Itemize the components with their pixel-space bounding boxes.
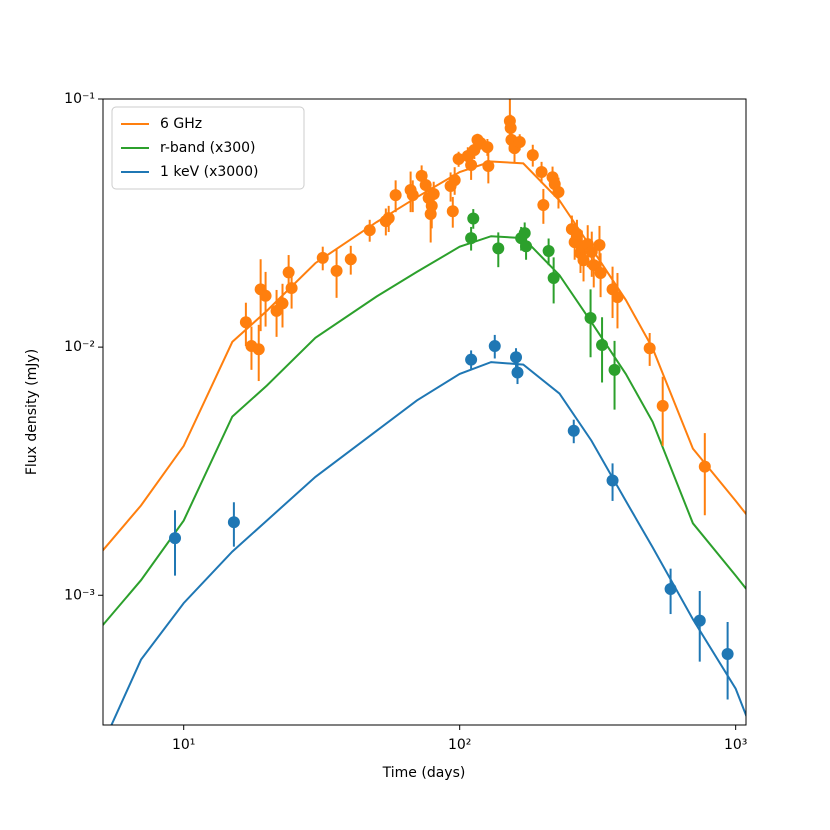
data-point	[593, 238, 606, 251]
legend-label: 1 keV (x3000)	[160, 164, 258, 180]
data-point	[584, 312, 597, 325]
data-point	[446, 205, 459, 218]
data-point	[721, 647, 734, 660]
data-point	[492, 242, 505, 255]
data-point	[552, 185, 565, 198]
data-point	[577, 254, 590, 267]
data-point	[259, 289, 272, 302]
data-point	[587, 259, 600, 272]
data-point	[389, 189, 402, 202]
data-point	[465, 159, 478, 172]
data-point	[344, 253, 357, 266]
data-point	[608, 363, 621, 376]
data-point	[693, 614, 706, 627]
model-line	[103, 235, 746, 627]
legend-label: r-band (x300)	[160, 140, 256, 156]
plot-area	[103, 99, 746, 725]
data-point	[406, 189, 419, 202]
x-tick-label: 10³	[724, 737, 747, 753]
y-tick-label: 10⁻³	[64, 587, 95, 603]
data-point	[611, 291, 624, 304]
data-point	[465, 232, 478, 245]
data-point	[452, 153, 465, 166]
data-point	[606, 474, 619, 487]
axes-frame	[102, 98, 747, 726]
data-point	[585, 245, 598, 258]
data-point	[698, 460, 711, 473]
data-point	[415, 169, 428, 182]
data-point	[276, 297, 289, 310]
model-line	[110, 361, 746, 725]
legend-box	[111, 106, 305, 190]
data-point	[239, 316, 252, 329]
data-point	[518, 227, 531, 240]
data-point	[488, 340, 501, 353]
data-point	[316, 251, 329, 264]
data-point	[282, 266, 295, 279]
data-point	[594, 266, 607, 279]
data-point	[425, 199, 438, 212]
data-point	[481, 141, 494, 154]
data-point	[330, 264, 343, 277]
data-point	[542, 245, 555, 258]
data-point	[363, 224, 376, 237]
data-point	[448, 174, 461, 187]
data-point	[427, 188, 440, 201]
data-point	[656, 399, 669, 412]
data-point	[482, 160, 495, 173]
data-point	[252, 343, 265, 356]
data-point	[467, 212, 480, 225]
x-tick-label: 10¹	[172, 737, 195, 753]
y-tick-label: 10⁻¹	[64, 91, 95, 107]
data-point	[535, 165, 548, 178]
data-point	[465, 353, 478, 366]
x-axis-label: Time (days)	[382, 765, 466, 781]
data-point	[419, 179, 432, 192]
data-point	[513, 135, 526, 148]
data-point	[382, 212, 395, 225]
data-point	[537, 198, 550, 211]
data-point	[169, 532, 182, 545]
y-tick-label: 10⁻²	[64, 339, 95, 355]
data-point	[510, 351, 523, 364]
data-point	[643, 342, 656, 355]
data-point	[547, 271, 560, 284]
data-point	[664, 582, 677, 595]
x-tick-label: 10²	[448, 737, 471, 753]
data-point	[504, 122, 517, 135]
y-axis-label: Flux density (mJy)	[24, 349, 40, 475]
data-point	[596, 338, 609, 351]
data-point	[526, 149, 539, 162]
data-point	[511, 366, 524, 379]
data-point	[285, 282, 298, 295]
legend-label: 6 GHz	[160, 116, 202, 132]
data-point	[567, 424, 580, 437]
data-point	[520, 240, 533, 253]
data-point	[227, 516, 240, 529]
